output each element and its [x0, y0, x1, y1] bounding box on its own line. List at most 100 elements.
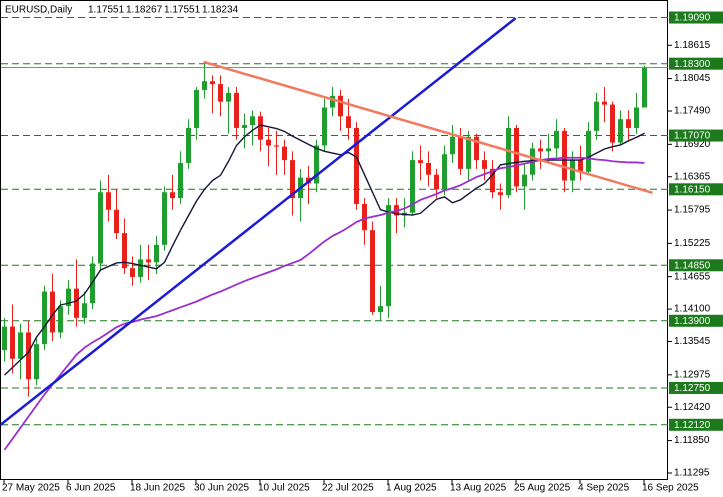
candle-body [2, 326, 7, 350]
candle-body [330, 95, 335, 108]
level-box [669, 11, 723, 24]
level-box [669, 57, 723, 70]
candle-body [466, 136, 471, 169]
x-tick-label: 30 Jun 2025 [194, 483, 249, 494]
x-tick-label: 4 Sep 2025 [578, 483, 630, 494]
x-tick-label: 1 Aug 2025 [386, 483, 437, 494]
y-tick-label: 1.18615 [674, 40, 711, 51]
candle-body [202, 81, 207, 90]
candle-body [154, 244, 159, 263]
x-tick-label: 27 May 2025 [2, 483, 60, 494]
candle-body [242, 125, 247, 128]
level-label: 1.13900 [674, 316, 711, 327]
candle-body [346, 116, 351, 128]
candle-body [578, 160, 583, 172]
x-tick-label: 13 Aug 2025 [450, 483, 507, 494]
level-label: 1.12120 [674, 420, 711, 431]
candle-body [338, 95, 343, 117]
x-tick-label: 22 Jul 2025 [322, 483, 374, 494]
candle-body [226, 92, 231, 102]
candle-body [250, 116, 255, 126]
candle-body [82, 303, 87, 318]
candle-body [106, 192, 111, 210]
level-label: 1.14850 [674, 260, 711, 271]
y-tick-label: 1.12975 [674, 369, 711, 380]
candle-body [266, 139, 271, 146]
y-tick-label: 1.14655 [674, 271, 711, 282]
candle-body [610, 104, 615, 143]
header-close: 1.18234 [202, 5, 239, 16]
candle-body [18, 332, 23, 359]
moving-average [3, 156, 645, 451]
candle-body [474, 136, 479, 161]
level-box [669, 314, 723, 327]
candle-body [178, 163, 183, 199]
level-box [669, 129, 723, 142]
y-tick-label: 1.11295 [674, 468, 710, 479]
y-tick-label: 1.13545 [674, 336, 711, 347]
candle-body [66, 288, 71, 307]
level-box [669, 418, 723, 431]
header-high: 1.18267 [126, 5, 163, 16]
candle-body [546, 148, 551, 152]
candle-body [42, 291, 47, 345]
candle-body [282, 146, 287, 161]
y-tick-label: 1.15795 [674, 205, 711, 216]
candle-body [74, 288, 79, 318]
candle-body [322, 107, 327, 146]
candle-body [114, 209, 119, 234]
x-tick-label: 18 Jun 2025 [130, 483, 185, 494]
candle-body [210, 81, 215, 85]
level-label: 1.16150 [674, 184, 711, 195]
y-tick-label: 1.12420 [674, 402, 711, 413]
candle-body [34, 344, 39, 380]
candle-body [50, 291, 55, 333]
candle-body [642, 67, 647, 108]
candle-body [274, 145, 279, 147]
candle-body [234, 92, 239, 128]
candle-body [58, 306, 63, 333]
candle-body [194, 89, 199, 128]
x-tick-label: 25 Aug 2025 [514, 483, 571, 494]
candle-body [370, 230, 375, 313]
level-label: 1.17070 [674, 131, 711, 142]
candle-body [314, 145, 319, 184]
x-tick-label: 10 Jul 2025 [258, 483, 310, 494]
candle-body [186, 127, 191, 164]
candle-body [386, 205, 391, 307]
candle-body [130, 268, 135, 277]
candle-body [98, 192, 103, 264]
level-label: 1.18300 [674, 59, 711, 70]
candle-body [170, 192, 175, 199]
level-box [669, 259, 723, 272]
candle-body [162, 192, 167, 245]
candle-body [290, 160, 295, 199]
level-label: 1.19090 [674, 13, 711, 24]
candle-body [562, 130, 567, 181]
y-tick-label: 1.16365 [674, 171, 711, 182]
candle-body [458, 136, 463, 169]
y-tick-label: 1.11850 [674, 435, 710, 446]
chart-title: EURUSD,Daily [5, 5, 72, 16]
candle-body [626, 119, 631, 128]
candle-body [482, 160, 487, 169]
candle-body [522, 174, 527, 187]
candle-body [10, 326, 15, 359]
y-tick-label: 1.18045 [674, 73, 711, 84]
candle-body [26, 332, 31, 380]
candle-body [122, 233, 127, 269]
candle-body [538, 148, 543, 152]
candle-body [594, 101, 599, 131]
candle-body [426, 163, 431, 175]
candle-body [362, 203, 367, 231]
candle-body [554, 130, 559, 149]
x-tick-label: 6 Jun 2025 [66, 483, 116, 494]
y-tick-label: 1.16920 [674, 139, 711, 150]
candle-body [490, 168, 495, 193]
plot-frame [0, 0, 668, 480]
candle-body [410, 160, 415, 213]
level-label: 1.12750 [674, 383, 711, 394]
candle-body [258, 116, 263, 140]
candle-body [146, 259, 151, 263]
